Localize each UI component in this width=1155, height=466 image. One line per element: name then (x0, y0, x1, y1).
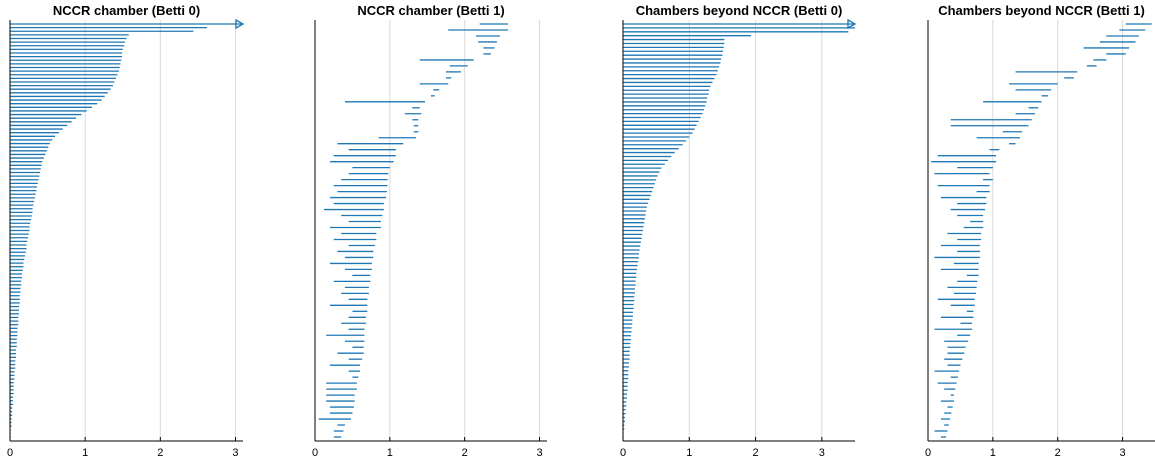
infinite-arrow-icon (235, 18, 245, 30)
x-tick-label: 3 (819, 447, 825, 459)
panel-title: Chambers beyond NCCR (Betti 1) (938, 3, 1145, 18)
x-tick-label: 0 (925, 447, 931, 459)
x-tick-label: 3 (536, 447, 542, 459)
panel-nccr-betti1: 0 1 2 3 NCCR chamber (Betti 1) (312, 3, 547, 459)
panel-beyond-betti1: 0 1 2 3 Chambers beyond NCCR (Betti 1) (925, 3, 1155, 459)
x-tick-label: 1 (387, 447, 393, 459)
x-tick-label: 3 (232, 447, 238, 459)
x-tick-label: 0 (620, 447, 626, 459)
panel-beyond-betti0: 0 1 2 3 Chambers beyond NCCR (Betti 0) (620, 3, 857, 459)
panel-title: Chambers beyond NCCR (Betti 0) (636, 3, 843, 18)
x-tick-label: 2 (157, 447, 163, 459)
panel-nccr-betti0: 0 1 2 3 NCCR chamber (Betti 0) (7, 3, 245, 459)
x-tick-label: 3 (1120, 447, 1126, 459)
x-tick-label: 1 (686, 447, 692, 459)
x-tick-label: 2 (753, 447, 759, 459)
infinite-arrow-icon (847, 18, 857, 30)
panel-title: NCCR chamber (Betti 0) (53, 3, 200, 18)
panel-title: NCCR chamber (Betti 1) (357, 3, 504, 18)
x-tick-label: 2 (1055, 447, 1061, 459)
x-tick-label: 0 (312, 447, 318, 459)
x-tick-label: 2 (462, 447, 468, 459)
x-tick-label: 0 (7, 447, 13, 459)
x-tick-label: 1 (990, 447, 996, 459)
x-tick-label: 1 (82, 447, 88, 459)
